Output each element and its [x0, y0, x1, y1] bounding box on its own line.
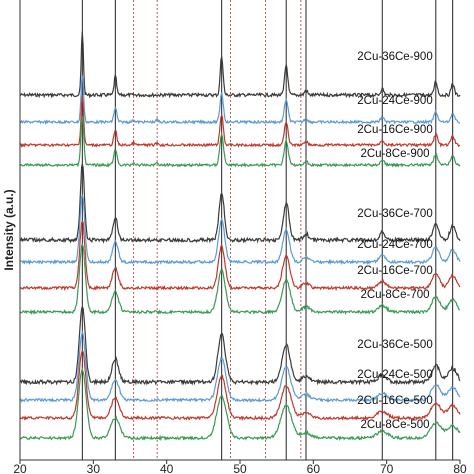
series-label: 2Cu-8Ce-500 [360, 419, 429, 431]
series-label: 2Cu-36Ce-500 [357, 339, 432, 351]
y-axis-title: Intensity (a.u.) [2, 189, 16, 270]
series-line-2Cu-16Ce-700 [19, 221, 461, 292]
series-label: 2Cu-36Ce-700 [357, 208, 432, 220]
reference-lines [81, 0, 454, 460]
series-label: 2Cu-24Ce-900 [357, 95, 432, 107]
series-line-2Cu-24Ce-700 [19, 194, 461, 266]
x-tick-label: 30 [87, 462, 101, 474]
series-line-2Cu-8Ce-900 [19, 116, 461, 168]
series-line-2Cu-36Ce-500 [19, 305, 461, 386]
series-label: 2Cu-8Ce-900 [360, 148, 429, 160]
series-line-2Cu-24Ce-500 [19, 330, 461, 403]
x-tick-label: 70 [380, 462, 394, 474]
series-label: 2Cu-16Ce-900 [357, 124, 432, 136]
series-labels: 2Cu-36Ce-900 2Cu-24Ce-900 2Cu-16Ce-900 2Cu-… [357, 51, 432, 431]
series-label: 2Cu-24Ce-500 [357, 369, 432, 381]
series-line-2Cu-24Ce-900 [19, 75, 461, 125]
series-line-2Cu-36Ce-700 [19, 161, 461, 244]
series-line-2Cu-36Ce-900 [19, 31, 461, 99]
x-tick-label: 50 [233, 462, 247, 474]
series-line-2Cu-8Ce-500 [19, 367, 461, 442]
series-label: 2Cu-16Ce-700 [357, 265, 432, 277]
series-label: 2Cu-24Ce-700 [357, 239, 432, 251]
x-axis-ticks: 20 30 40 50 60 70 80 [13, 460, 467, 474]
series-label: 2Cu-36Ce-900 [357, 51, 432, 63]
x-tick-label: 40 [160, 462, 174, 474]
x-tick-label: 20 [13, 462, 27, 474]
series-line-2Cu-16Ce-900 [19, 95, 461, 148]
series-label: 2Cu-16Ce-500 [357, 395, 432, 407]
series-line-2Cu-16Ce-500 [19, 349, 461, 422]
diffraction-curves [19, 31, 461, 442]
series-line-2Cu-8Ce-700 [19, 243, 461, 316]
x-tick-label: 80 [453, 462, 467, 474]
series-label: 2Cu-8Ce-700 [360, 289, 429, 301]
x-tick-label: 60 [307, 462, 321, 474]
